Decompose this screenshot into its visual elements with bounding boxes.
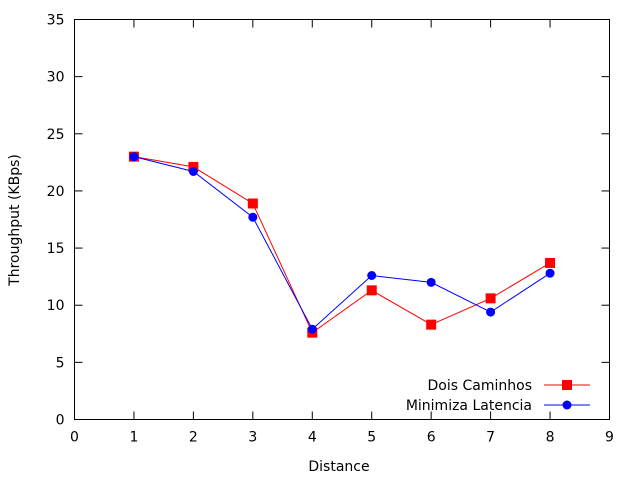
series-layer [128, 151, 556, 338]
legend-item: Dois Caminhos [428, 378, 590, 394]
data-point [545, 268, 555, 278]
y-tick-label: 5 [56, 355, 65, 371]
data-point [485, 293, 496, 304]
x-tick-label: 1 [129, 430, 138, 446]
legend-marker [562, 380, 572, 390]
x-axis-label: Distance [308, 459, 369, 475]
y-tick-label: 10 [47, 298, 65, 314]
x-tick-label: 2 [189, 430, 198, 446]
series-line [133, 156, 551, 331]
y-tick-label: 20 [47, 184, 65, 200]
y-tick-label: 0 [56, 413, 65, 429]
data-point [367, 271, 377, 280]
legend-item: Minimiza Latencia [406, 398, 590, 414]
y-tick-label: 25 [47, 127, 65, 143]
x-tick-label: 0 [70, 430, 79, 446]
x-tick-label: 3 [248, 430, 257, 446]
data-point [426, 319, 437, 330]
data-point [426, 277, 436, 287]
data-point [248, 212, 258, 222]
x-tick-label: 9 [605, 430, 614, 446]
y-tick-label: 30 [47, 70, 65, 86]
data-point [188, 161, 199, 172]
data-point [129, 152, 139, 162]
axis-ticks: 0 1 2 3 4 5 6 7 8 9 0 5 10 15 20 25 30 35 [47, 13, 614, 446]
legend-label: Minimiza Latencia [406, 398, 532, 414]
data-point [307, 324, 317, 334]
y-tick-label: 35 [47, 13, 65, 29]
legend-marker [562, 400, 572, 410]
legend: Dois Caminhos Minimiza Latencia [406, 378, 590, 414]
data-point [545, 257, 556, 268]
series-2 [129, 152, 555, 334]
series-line [133, 156, 551, 334]
data-point [366, 285, 377, 296]
y-tick-label: 15 [47, 241, 65, 257]
x-tick-label: 5 [367, 430, 376, 446]
plot-frame [74, 19, 610, 420]
x-tick-label: 7 [486, 430, 495, 446]
data-point [247, 198, 258, 209]
x-tick-label: 8 [546, 430, 555, 446]
data-point [486, 307, 496, 317]
legend-label: Dois Caminhos [428, 378, 532, 394]
y-axis-label: Throughput (KBps) [7, 154, 23, 287]
x-tick-label: 4 [308, 430, 317, 446]
data-point [188, 167, 198, 176]
x-tick-label: 6 [427, 430, 436, 446]
